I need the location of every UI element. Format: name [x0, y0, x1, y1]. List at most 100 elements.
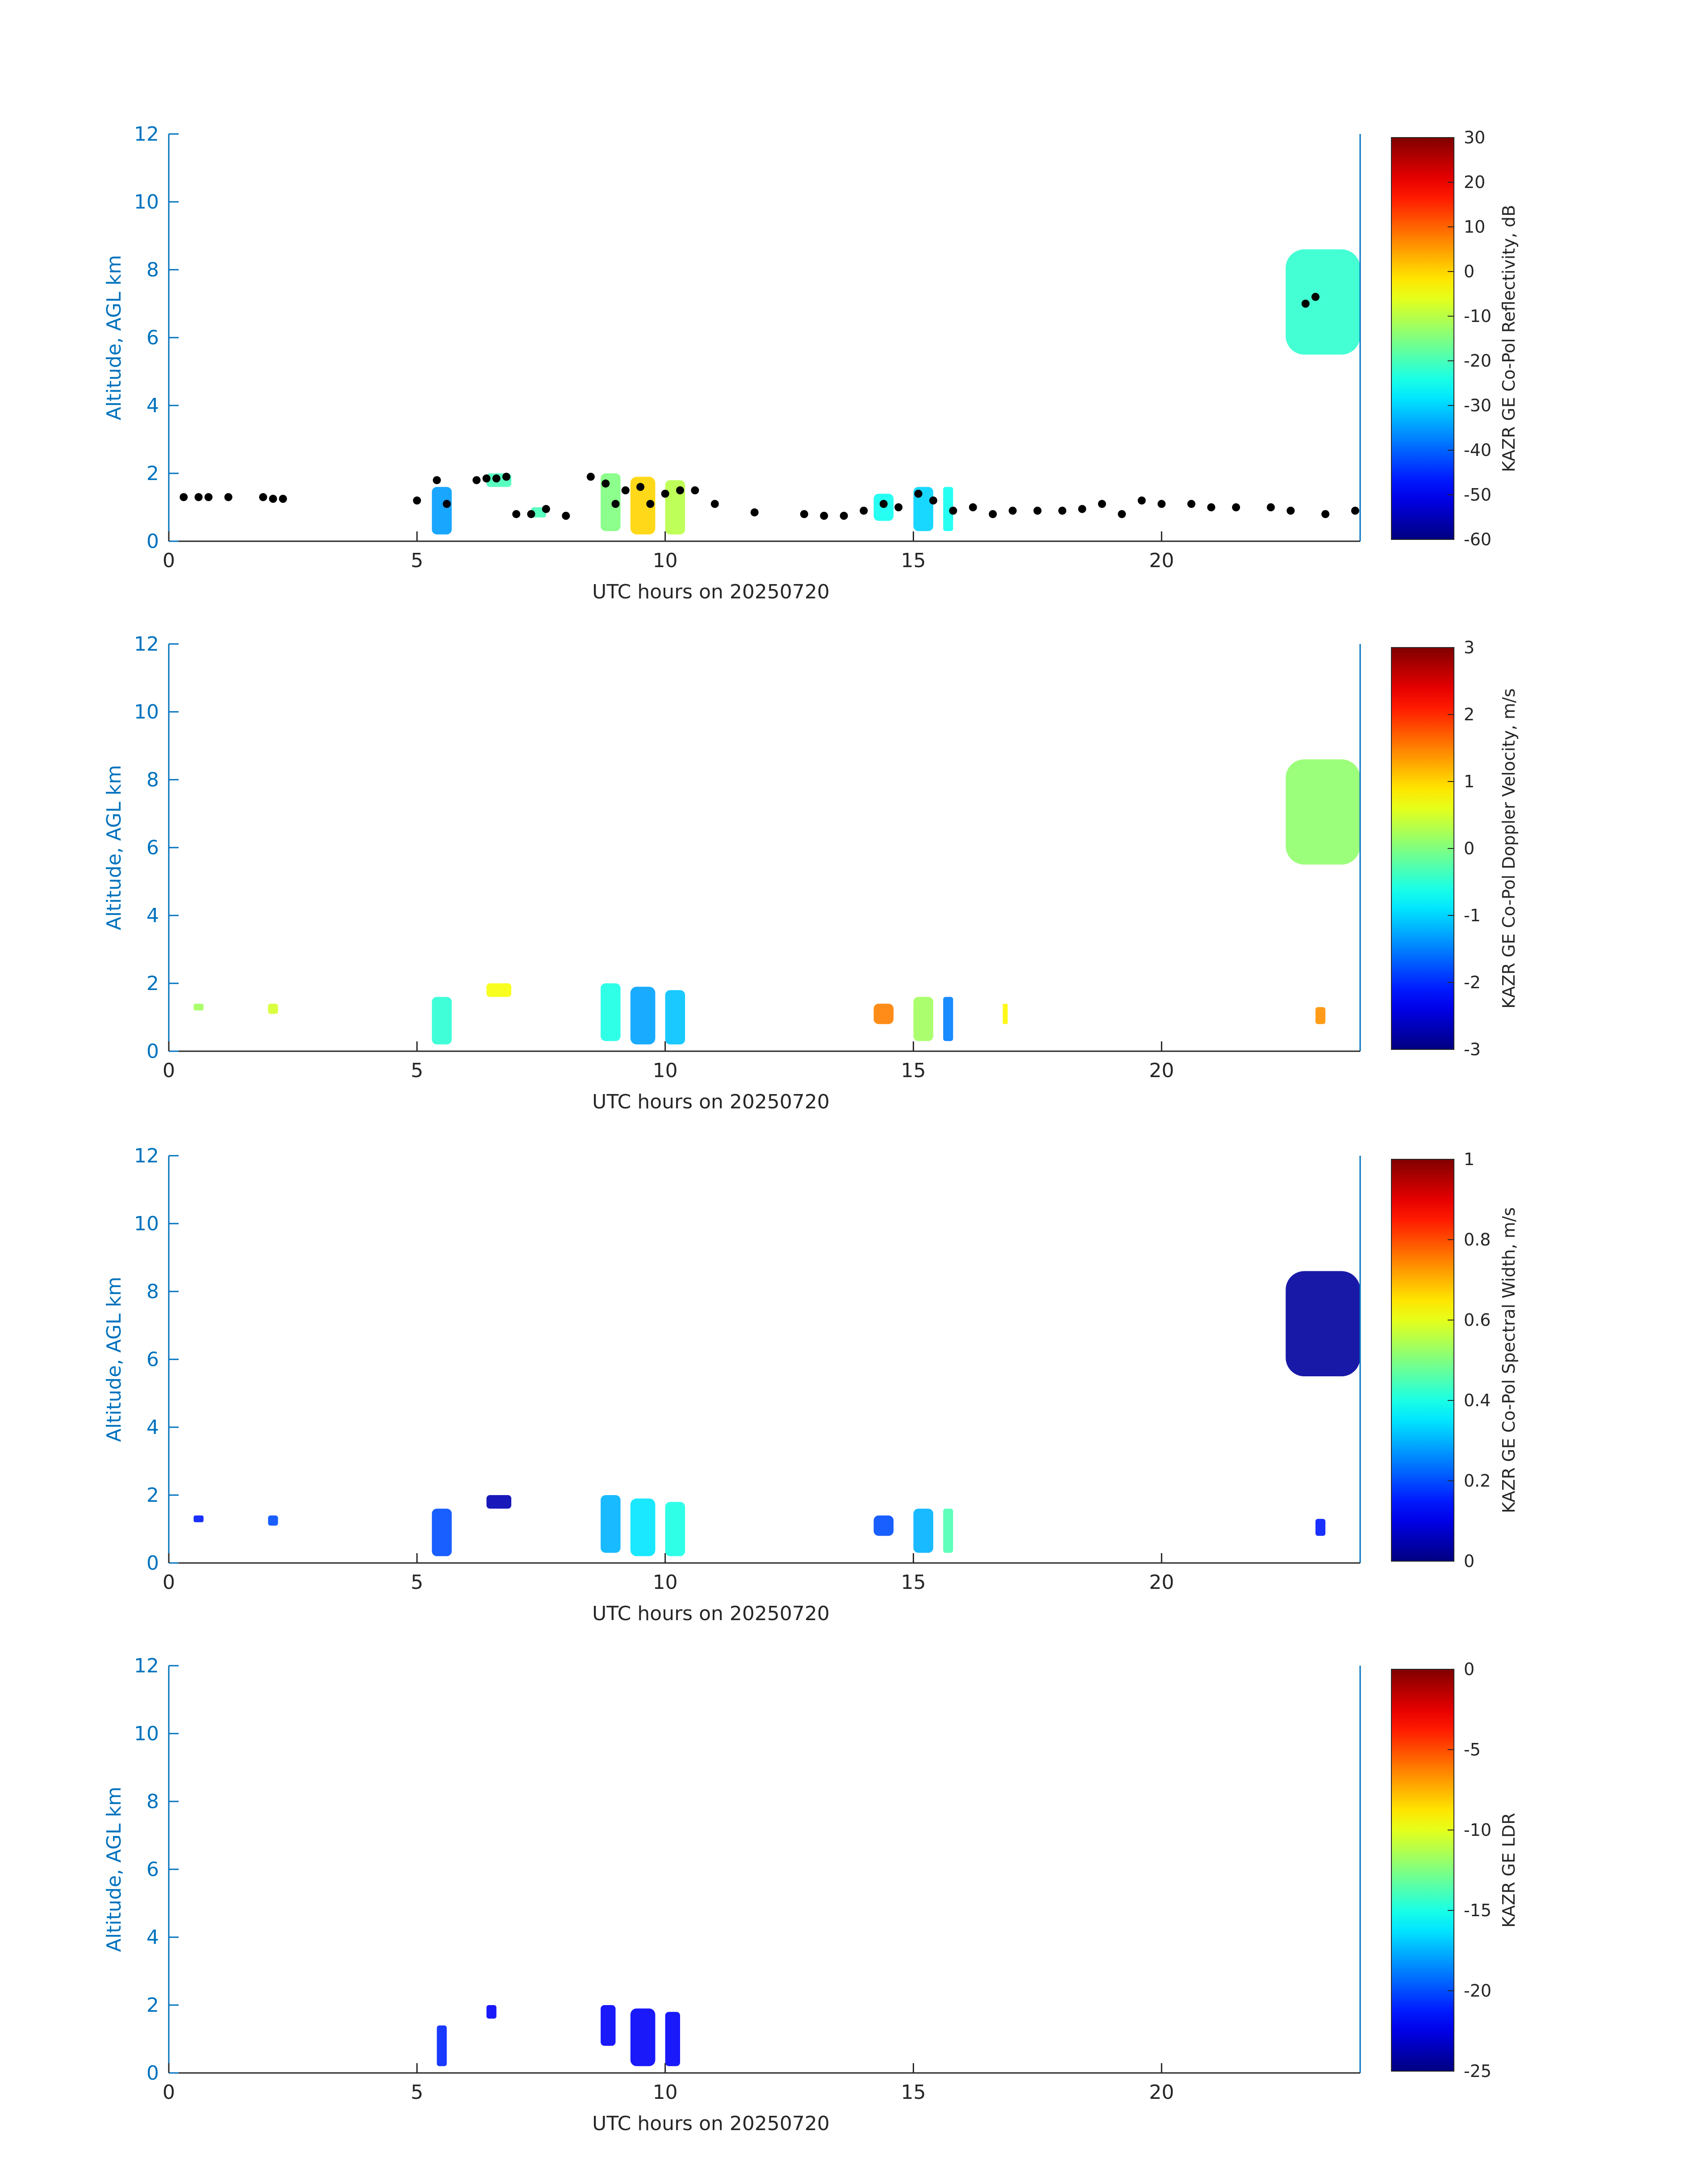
x-tick-label: 20: [1149, 2081, 1174, 2104]
y-tick-label: 2: [146, 972, 159, 995]
cloud-base-marker: [542, 505, 550, 513]
cloud-region: [1286, 249, 1360, 355]
cloud-region: [913, 1508, 933, 1553]
cloud-base-markers: [180, 292, 1359, 520]
cloud-region: [630, 986, 656, 1045]
colorbar-tick-label: 2: [1464, 705, 1474, 724]
cloud-region: [486, 983, 512, 997]
cloud-region: [601, 983, 621, 1041]
colorbar-gradient: [1391, 1669, 1454, 2072]
cloud-base-marker: [676, 486, 685, 494]
y-tick-label: 12: [134, 633, 159, 656]
plot-axes: 0 2 4 6 8 10 12 0 5 10 15 20: [134, 123, 1361, 572]
y-tick-label: 2: [146, 462, 159, 485]
colorbar-tick-label: 1: [1464, 772, 1474, 791]
colorbar-label: KAZR GE Co-Pol Spectral Width, m/s: [1499, 1207, 1519, 1513]
y-axis-label: Altitude, AGL km: [103, 765, 125, 930]
cloud-base-marker: [180, 493, 188, 501]
colorbar-tick-label: 3: [1464, 638, 1474, 657]
y-tick-label: 4: [146, 1416, 159, 1439]
colorbar-tick-label: 0: [1464, 262, 1474, 281]
colorbar-tick-label: 0.2: [1464, 1471, 1491, 1491]
cloud-region: [601, 2005, 616, 2046]
x-tick-label: 10: [653, 2081, 678, 2104]
y-tick-label: 0: [146, 530, 159, 553]
cloud-base-marker: [1137, 496, 1146, 505]
colorbar-tick-label: 0: [1464, 1659, 1474, 1679]
y-tick-label: 10: [134, 1722, 159, 1745]
cloud-base-marker: [1351, 506, 1359, 515]
y-axis-label: Altitude, AGL km: [103, 1787, 125, 1952]
cloud-marks: [437, 2005, 681, 2066]
cloud-base-marker: [279, 495, 287, 503]
x-tick-label: 0: [163, 1059, 175, 1082]
cloud-base-marker: [1266, 503, 1275, 511]
cloud-base-marker: [661, 489, 669, 498]
colorbar-tick-label: 20: [1464, 172, 1485, 192]
cloud-base-marker: [204, 493, 213, 501]
cloud-region: [913, 997, 933, 1041]
cloud-base-marker: [1058, 506, 1066, 515]
cloud-region: [665, 2012, 681, 2066]
cloud-region: [1002, 1003, 1008, 1024]
cloud-base-marker: [433, 476, 441, 485]
colorbar-label: KAZR GE Co-Pol Doppler Velocity, m/s: [1499, 688, 1519, 1008]
cloud-region: [437, 2025, 447, 2066]
cloud-base-marker: [1321, 510, 1330, 518]
cloud-base-marker: [1286, 506, 1295, 515]
cloud-base-marker: [586, 472, 595, 481]
cloud-base-marker: [1008, 506, 1017, 515]
x-tick-label: 5: [411, 2081, 423, 2104]
x-tick-label: 20: [1149, 549, 1174, 572]
x-tick-label: 15: [901, 549, 926, 572]
colorbar-tick-label: -20: [1464, 351, 1491, 371]
x-tick-label: 20: [1149, 1059, 1174, 1082]
cloud-base-marker: [914, 489, 923, 498]
colorbar-tick-label: -10: [1464, 306, 1491, 326]
colorbar-tick-label: 0.6: [1464, 1310, 1491, 1330]
cloud-base-marker: [800, 510, 808, 518]
y-tick-label: 4: [146, 394, 159, 417]
cloud-base-marker: [839, 512, 848, 520]
cloud-base-marker: [443, 500, 451, 508]
cloud-base-marker: [969, 503, 977, 511]
cloud-region: [432, 1508, 452, 1556]
cloud-base-marker: [1118, 510, 1126, 518]
cloud-base-marker: [527, 510, 535, 518]
x-tick-label: 15: [901, 2081, 926, 2104]
y-tick-label: 12: [134, 1145, 159, 1167]
cloud-region: [943, 1508, 953, 1553]
colorbar-tick-label: -20: [1464, 1981, 1491, 2001]
y-tick-label: 12: [134, 123, 159, 146]
cloud-base-marker: [611, 500, 620, 508]
y-tick-label: 0: [146, 1040, 159, 1063]
colorbar: 0 -5 -10 -15 -20 -25: [1391, 1659, 1491, 2081]
x-axis-label: UTC hours on 20250720: [592, 2112, 830, 2135]
plot-axes: 0 2 4 6 8 10 12 0 5 10 15 20: [134, 1655, 1361, 2104]
y-tick-label: 6: [146, 836, 159, 859]
y-tick-label: 10: [134, 191, 159, 213]
cloud-base-marker: [562, 512, 570, 520]
cloud-base-marker: [750, 508, 759, 517]
cloud-base-marker: [636, 483, 645, 491]
y-tick-label: 8: [146, 769, 159, 791]
x-tick-label: 20: [1149, 1571, 1174, 1594]
cloud-base-marker: [1311, 292, 1320, 301]
x-tick-label: 10: [653, 1059, 678, 1082]
cloud-region: [873, 1515, 894, 1536]
y-tick-label: 10: [134, 701, 159, 723]
cloud-base-marker: [194, 493, 203, 501]
cloud-region: [1315, 1519, 1326, 1536]
cloud-base-marker: [710, 500, 719, 508]
cloud-base-marker: [1157, 500, 1166, 508]
y-tick-label: 6: [146, 1858, 159, 1881]
cloud-base-marker: [492, 474, 501, 483]
colorbar-gradient: [1391, 137, 1454, 540]
y-tick-label: 6: [146, 1348, 159, 1371]
cloud-base-marker: [413, 496, 421, 505]
cloud-base-marker: [820, 512, 828, 520]
